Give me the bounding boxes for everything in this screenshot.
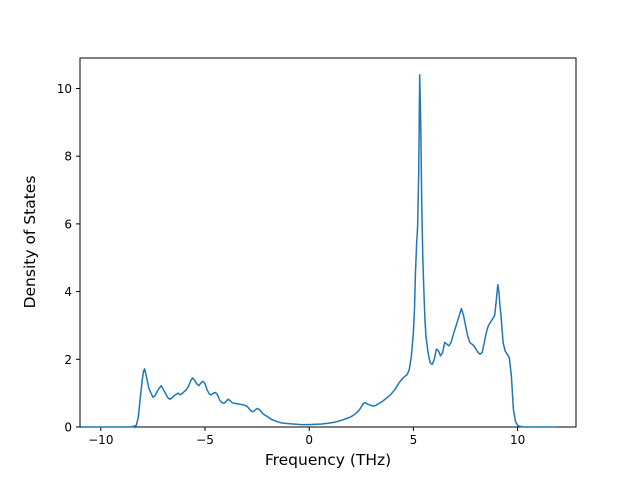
svg-text:−5: −5 [196,433,214,447]
svg-text:4: 4 [64,285,72,299]
svg-text:2: 2 [64,353,72,367]
svg-text:−10: −10 [88,433,113,447]
svg-text:8: 8 [64,150,72,164]
x-axis-label: Frequency (THz) [264,451,392,469]
svg-text:0: 0 [305,433,313,447]
svg-text:5: 5 [410,433,418,447]
svg-text:6: 6 [64,217,72,231]
y-axis-label: Density of States [21,175,39,309]
svg-text:0: 0 [64,421,72,435]
svg-text:10: 10 [510,433,525,447]
svg-text:10: 10 [57,82,72,96]
